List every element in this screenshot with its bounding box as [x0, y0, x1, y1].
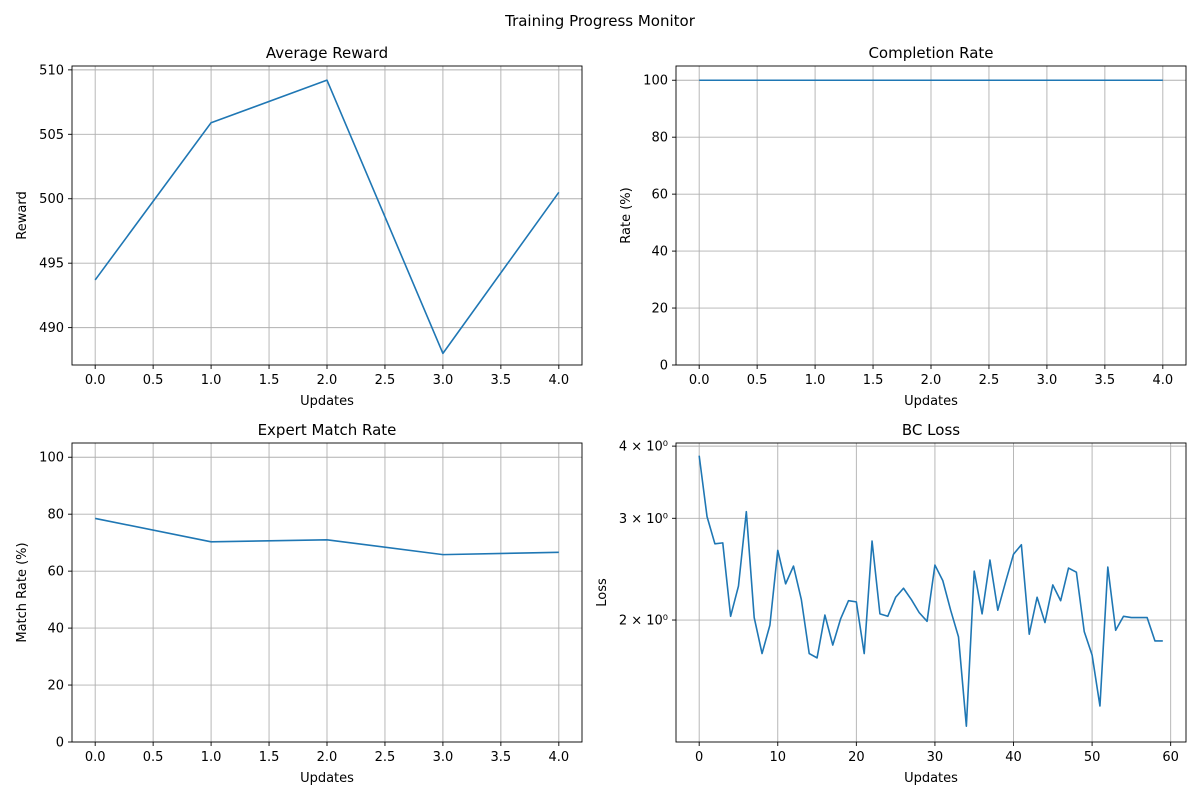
y-tick-label: 0: [56, 736, 64, 751]
x-tick-label: 4.0: [1152, 373, 1173, 388]
x-axis-label: Updates: [904, 394, 958, 409]
subplot-title: Expert Match Rate: [258, 421, 397, 439]
y-tick-label: 2 × 10⁰: [619, 614, 668, 629]
subplot-title: Completion Rate: [868, 44, 993, 62]
y-tick-label: 40: [651, 245, 668, 260]
x-tick-label: 3.5: [1095, 373, 1116, 388]
x-tick-label: 1.0: [201, 750, 222, 765]
x-tick-label: 4.0: [548, 373, 569, 388]
subplot-reward: 0.0 0.5 1.0 1.5 2.0 2.5 3.0 3.5 4.0 490 495 500 505 5…: [15, 44, 583, 409]
y-tick-label: 100: [39, 451, 64, 466]
x-tick-label: 1.0: [201, 373, 222, 388]
x-tick-label: 2.0: [317, 373, 338, 388]
y-tick-label: 80: [47, 508, 64, 523]
subplot-completion: 0.0 0.5 1.0 1.5 2.0 2.5 3.0 3.5 4.0 0 20 40 60 80 100 C…: [619, 44, 1187, 409]
x-tick-label: 3.5: [491, 750, 512, 765]
y-tick-label: 510: [39, 63, 64, 78]
x-tick-label: 3.0: [1037, 373, 1058, 388]
x-tick-label: 30: [927, 750, 944, 765]
y-tick-label: 490: [39, 321, 64, 336]
x-tick-label: 1.0: [805, 373, 826, 388]
y-tick-label: 60: [651, 188, 668, 203]
series-line: [95, 517, 559, 556]
x-axis-label: Updates: [300, 771, 354, 786]
x-tick-label: 3.5: [491, 373, 512, 388]
y-tick-label: 3 × 10⁰: [619, 512, 668, 527]
y-axis-label: Match Rate (%): [15, 542, 30, 642]
y-tick-label: 100: [643, 74, 668, 89]
y-tick-label: 500: [39, 192, 64, 207]
x-tick-label: 0.5: [747, 373, 768, 388]
y-tick-label: 0: [660, 359, 668, 374]
x-tick-label: 0.0: [689, 373, 710, 388]
series-line: [698, 455, 1163, 727]
x-tick-label: 2.0: [921, 373, 942, 388]
series-line: [94, 79, 560, 355]
subplot-bcloss: 0 10 20 30 40 50 60 2 × 10⁰ 3 × 10⁰ 4 × 10⁰ BC Los…: [595, 421, 1187, 786]
x-tick-label: 40: [1005, 750, 1022, 765]
x-tick-label: 2.5: [979, 373, 1000, 388]
x-tick-label: 50: [1084, 750, 1101, 765]
x-tick-label: 0.0: [85, 373, 106, 388]
y-axis-label: Rate (%): [619, 187, 634, 243]
y-axis-label: Reward: [15, 191, 30, 239]
x-tick-label: 1.5: [259, 750, 280, 765]
x-tick-label: 4.0: [548, 750, 569, 765]
x-tick-label: 1.5: [863, 373, 884, 388]
subplot-title: BC Loss: [902, 421, 960, 439]
x-tick-label: 60: [1162, 750, 1179, 765]
subplot-match: 0.0 0.5 1.0 1.5 2.0 2.5 3.0 3.5 4.0 0 20 40 60 80 100 E…: [15, 421, 583, 786]
subplot-title: Average Reward: [266, 44, 388, 62]
figure-title: Training Progress Monitor: [505, 12, 695, 30]
y-axis-label: Loss: [595, 578, 610, 607]
y-tick-label: 505: [39, 128, 64, 143]
x-tick-label: 3.0: [433, 750, 454, 765]
x-tick-label: 0.5: [143, 373, 164, 388]
x-tick-label: 1.5: [259, 373, 280, 388]
x-tick-label: 2.5: [375, 750, 396, 765]
y-tick-label: 80: [651, 131, 668, 146]
y-tick-label: 4 × 10⁰: [619, 440, 668, 455]
x-tick-label: 20: [848, 750, 865, 765]
x-tick-label: 0: [695, 750, 703, 765]
y-tick-label: 60: [47, 565, 64, 580]
axes-frame: [675, 442, 1187, 743]
x-tick-label: 0.0: [85, 750, 106, 765]
x-tick-label: 10: [769, 750, 786, 765]
x-axis-label: Updates: [904, 771, 958, 786]
x-tick-label: 3.0: [433, 373, 454, 388]
x-tick-label: 2.5: [375, 373, 396, 388]
y-tick-label: 20: [47, 679, 64, 694]
x-tick-label: 0.5: [143, 750, 164, 765]
y-tick-label: 495: [39, 257, 64, 272]
y-tick-label: 40: [47, 622, 64, 637]
x-axis-label: Updates: [300, 394, 354, 409]
x-tick-label: 2.0: [317, 750, 338, 765]
y-tick-label: 20: [651, 302, 668, 317]
